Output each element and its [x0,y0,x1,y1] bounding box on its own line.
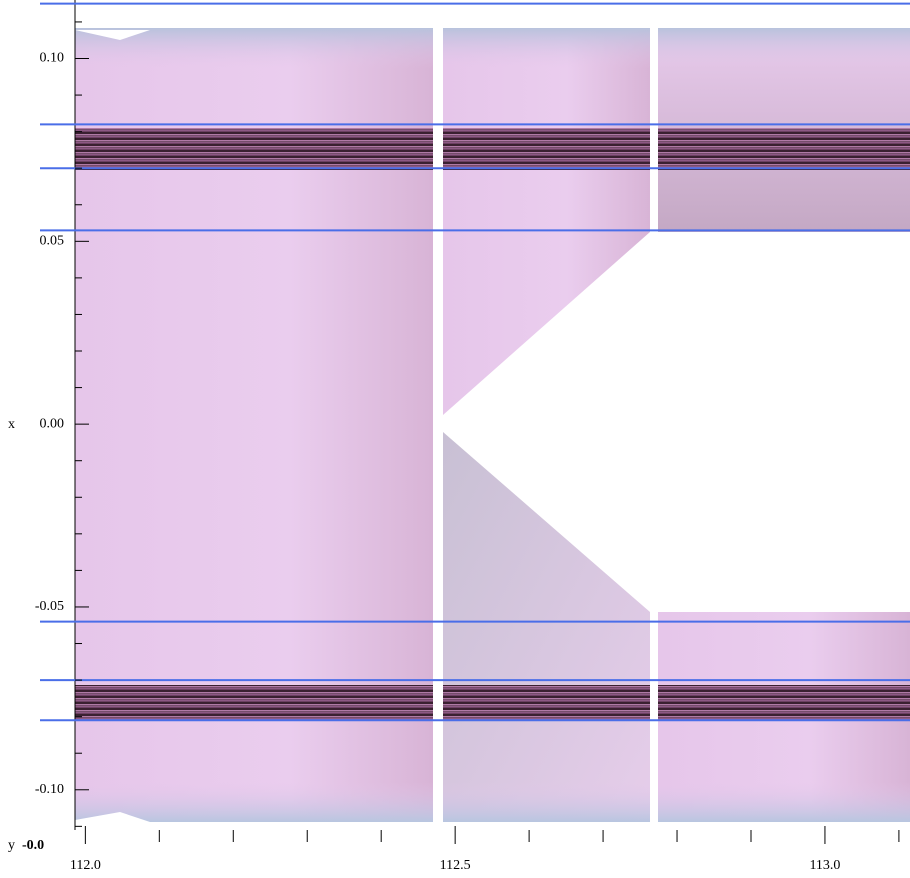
y-tick-label: -0.05 [35,599,64,614]
geometry [75,28,910,828]
x-axis-label: y [8,838,15,853]
y-tick-label: 0.10 [40,51,65,66]
region [443,432,650,822]
x-tick-label: 112.0 [70,858,101,873]
region-edge [75,782,910,822]
notch [75,812,150,822]
notch [75,30,150,40]
y-tick-label: 0.00 [40,416,65,431]
gap [650,28,658,828]
region-edge [75,28,910,68]
region [443,30,650,415]
x-tick-label: 112.5 [440,858,471,873]
dark-band [75,685,910,720]
y-tick-label: -0.10 [35,782,64,797]
dark-band [75,128,910,170]
gap [433,28,443,828]
corner-label: -0.0 [22,838,44,853]
x-tick-label: 113.0 [809,858,840,873]
y-axis-label: x [8,417,15,432]
y-tick-label: 0.05 [40,234,65,249]
